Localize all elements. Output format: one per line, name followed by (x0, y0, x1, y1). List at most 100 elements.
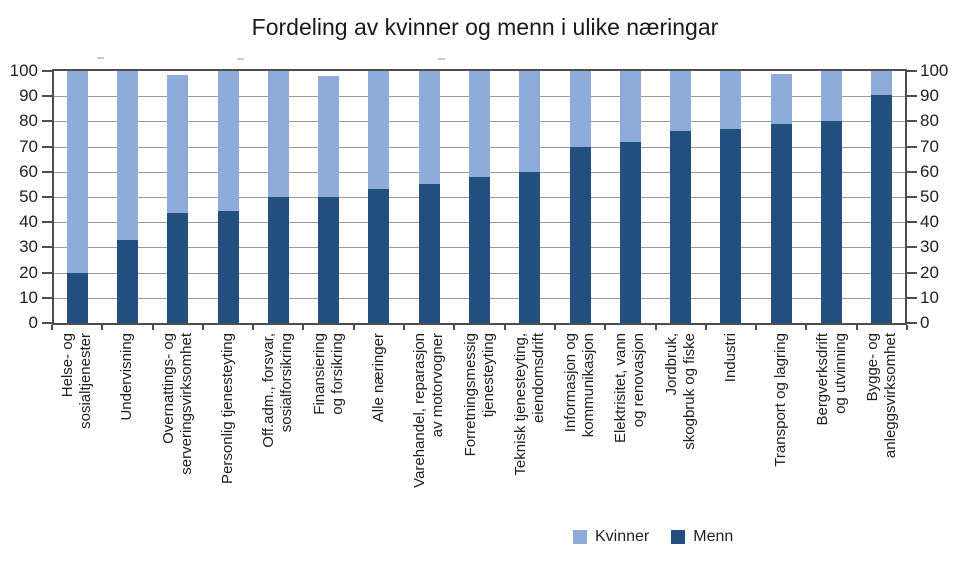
bar-segment-kvinner (569, 71, 591, 147)
bar-segment-kvinner (167, 74, 189, 214)
x-axis-tick (302, 325, 305, 330)
legend-swatch-kvinner (573, 530, 587, 544)
x-axis-tick (201, 325, 204, 330)
bar-segment-menn (770, 123, 792, 323)
legend-item-menn: Menn (671, 528, 733, 546)
x-axis-tick (855, 325, 858, 330)
x-category-label: Off.adm., forsvar, sosialforsikring (260, 333, 296, 448)
y-axis-tick-right (907, 145, 917, 148)
bar-segment-kvinner (469, 71, 490, 177)
y-tick-label-left: 40 (19, 212, 38, 232)
x-axis-tick (906, 325, 908, 330)
bar-segment-menn (670, 131, 692, 323)
y-tick-label-right: 60 (920, 161, 939, 181)
bar-segment-menn (318, 197, 340, 323)
smudge-mark (97, 57, 104, 59)
bar-segment-kvinner (267, 71, 289, 197)
bar-segment-kvinner (871, 71, 893, 95)
x-axis-tick (553, 325, 556, 330)
y-tick-label-left: 70 (19, 136, 38, 156)
y-axis-tick-left (42, 271, 52, 274)
bar-segment-kvinner (519, 71, 541, 172)
bar-segment-kvinner (770, 73, 792, 124)
bar-segment-kvinner (217, 71, 239, 211)
bar-segment-menn (519, 171, 541, 323)
x-category-label: Transport og lagring (772, 333, 790, 467)
bar-segment-kvinner (821, 71, 843, 122)
y-axis-tick-left (42, 145, 52, 148)
bar-segment-menn (871, 94, 893, 323)
bar-segment-menn (267, 197, 289, 323)
y-axis-tick-right (907, 196, 917, 198)
bar-segment-kvinner (66, 71, 88, 273)
y-tick-label-right: 30 (920, 237, 939, 257)
x-category-label: Undervisning (118, 333, 136, 421)
x-category-label: Alle næringer (369, 333, 387, 423)
bar-segment-menn (116, 239, 138, 323)
y-tick-label-left: 0 (28, 313, 38, 332)
y-tick-label-right: 0 (920, 313, 930, 332)
legend-swatch-menn (671, 530, 686, 544)
plot-area (52, 69, 907, 325)
x-category-label: Forretningsmessig tjenesteyting (461, 333, 497, 457)
x-axis-tick (252, 325, 255, 330)
y-axis-tick-right (907, 322, 917, 324)
legend-item-kvinner: Kvinner (573, 528, 649, 546)
y-tick-label-right: 50 (920, 187, 939, 206)
y-axis-tick-left (42, 322, 52, 324)
bar-segment-menn (418, 184, 440, 323)
y-axis-tick-right (907, 70, 917, 72)
y-axis-tick-left (42, 221, 52, 224)
x-category-label: Bergverksdrift og utvinning (813, 333, 849, 426)
y-tick-label-right: 10 (920, 287, 939, 307)
x-category-label: Teknisk tjenesteyting, eiendomsdrift (511, 333, 547, 476)
y-axis-tick-right (907, 95, 917, 98)
chart-title: Fordeling av kvinner og menn i ulike nær… (251, 14, 719, 40)
bar-segment-menn (368, 189, 390, 323)
x-axis-tick (654, 325, 657, 330)
x-axis-tick (604, 325, 607, 330)
bar-segment-kvinner (619, 71, 641, 142)
smudge-mark (237, 58, 244, 60)
y-axis-tick-left (42, 70, 52, 72)
x-axis-tick (51, 325, 53, 330)
y-axis-tick-right (907, 246, 917, 249)
y-axis-tick-left (42, 120, 52, 123)
bar-segment-menn (217, 210, 239, 323)
y-axis-tick-right (907, 170, 917, 173)
y-tick-label-left: 60 (19, 161, 38, 181)
x-axis-tick (453, 325, 456, 330)
bar-segment-menn (66, 272, 88, 323)
legend-label: Menn (693, 528, 734, 545)
x-category-label: Informasjon og kommunikasjon (562, 333, 598, 438)
x-category-label: Varehandel, reparasjon av motorvogner (411, 333, 447, 488)
bar-segment-kvinner (670, 71, 692, 132)
y-axis-tick-right (907, 120, 917, 123)
bar-segment-kvinner (368, 71, 390, 190)
y-axis-tick-left (42, 296, 52, 299)
x-axis-tick (403, 325, 406, 330)
x-category-label: Personlig tjenesteyting (219, 333, 237, 484)
x-category-label: Bygge- og anleggsvirksomhet (863, 333, 899, 459)
y-tick-label-right: 100 (920, 61, 949, 80)
y-tick-label-right: 20 (920, 262, 939, 282)
bar-segment-menn (720, 128, 742, 323)
bar-segment-menn (167, 213, 189, 323)
x-category-label: Finansiering og forsikring (310, 333, 346, 415)
bar-segment-menn (619, 141, 641, 323)
y-tick-label-left: 80 (19, 111, 38, 131)
smudge-mark (438, 58, 445, 60)
x-axis-tick (151, 325, 154, 330)
legend: Kvinner Menn (573, 528, 755, 546)
y-tick-label-right: 40 (920, 212, 939, 232)
bar-segment-kvinner (720, 71, 742, 129)
y-tick-label-left: 100 (9, 61, 38, 80)
x-category-label: Helse- og sosialtjenester (59, 333, 95, 429)
y-axis-tick-left (42, 95, 52, 98)
y-axis-tick-right (907, 221, 917, 224)
x-axis-tick (352, 325, 355, 330)
bar-segment-menn (569, 146, 591, 323)
bar-segment-kvinner (116, 71, 138, 240)
y-tick-label-right: 70 (920, 136, 939, 156)
